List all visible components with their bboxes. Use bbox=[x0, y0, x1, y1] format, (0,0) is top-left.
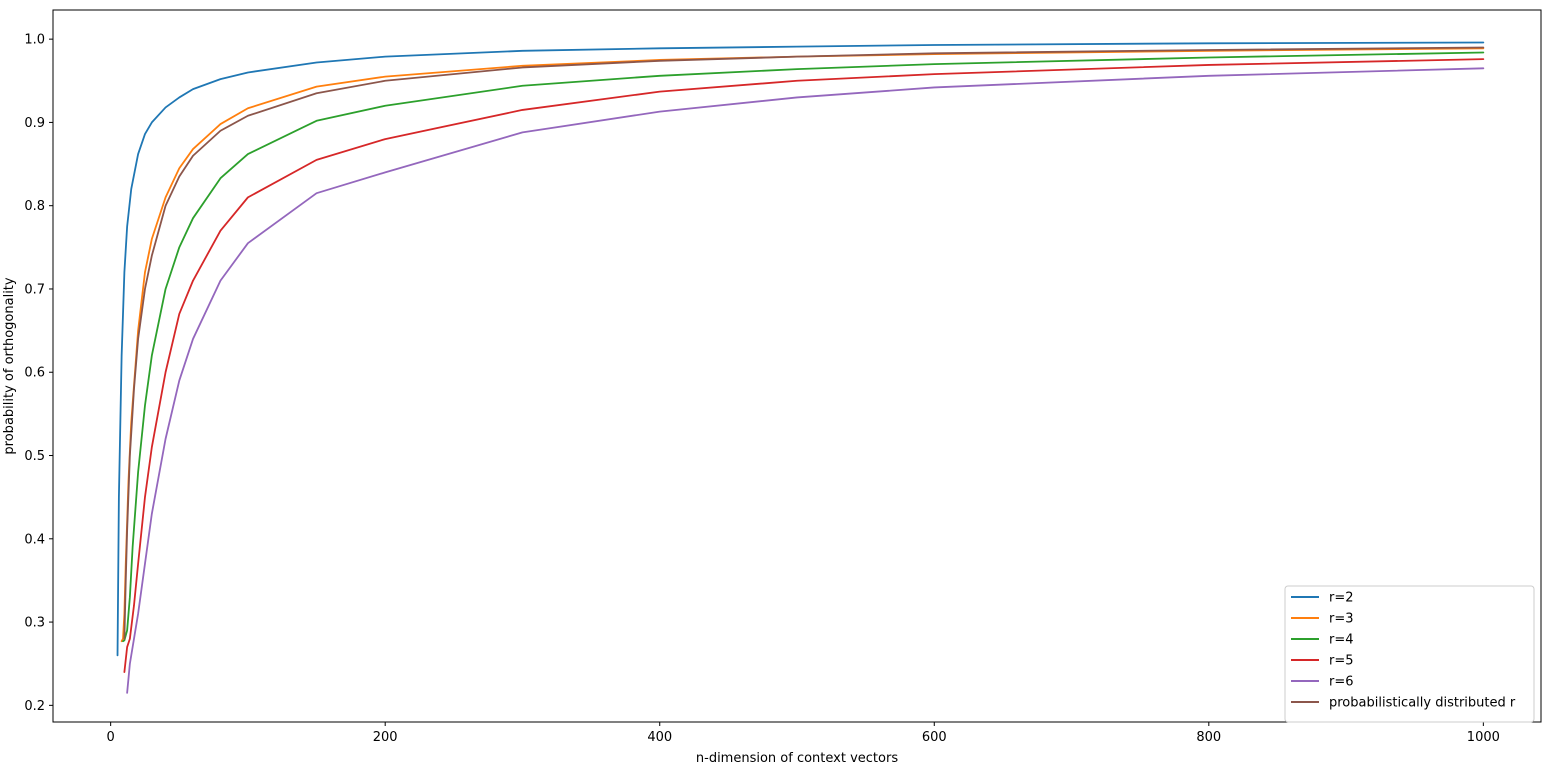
legend-entry: r=6 bbox=[1329, 675, 1354, 690]
series-line-6 bbox=[123, 46, 1485, 640]
x-tick-label: 800 bbox=[1196, 730, 1221, 745]
series-line-4 bbox=[123, 58, 1485, 673]
y-tick-label: 0.4 bbox=[24, 532, 45, 547]
series-line-5 bbox=[126, 67, 1485, 694]
y-tick-label: 0.5 bbox=[24, 449, 45, 464]
x-tick-label: 200 bbox=[373, 730, 398, 745]
y-tick-label: 0.6 bbox=[24, 366, 45, 381]
series-line-1 bbox=[116, 41, 1485, 657]
legend-box bbox=[1284, 585, 1535, 723]
y-tick-label: 0.9 bbox=[24, 116, 45, 131]
x-axis-label: n-dimension of context vectors bbox=[696, 751, 898, 766]
y-tick-label: 1.0 bbox=[24, 33, 45, 48]
y-tick-label: 0.7 bbox=[24, 282, 45, 297]
y-tick-label: 0.2 bbox=[24, 699, 45, 714]
x-tick-label: 0 bbox=[107, 730, 115, 745]
x-axis-ticks: 0 200 400 600 800 1000 bbox=[107, 722, 1500, 745]
legend-entry: r=5 bbox=[1329, 654, 1354, 669]
x-tick-label: 600 bbox=[922, 730, 947, 745]
plot-frame bbox=[52, 9, 1542, 723]
legend-entry: r=2 bbox=[1329, 591, 1354, 606]
y-axis-label: probability of orthogonality bbox=[2, 277, 17, 454]
legend: r=2 r=3 r=4 r=5 r=6 probabilistically distrib… bbox=[1284, 585, 1535, 723]
x-tick-label: 1000 bbox=[1467, 730, 1500, 745]
y-tick-label: 0.8 bbox=[24, 199, 45, 214]
y-tick-label: 0.3 bbox=[24, 616, 45, 631]
x-tick-label: 400 bbox=[647, 730, 672, 745]
y-axis-ticks: 0.2 0.3 0.4 0.5 0.6 0.7 0.8 0.9 1.0 bbox=[24, 33, 53, 714]
legend-entry: r=4 bbox=[1329, 633, 1354, 648]
legend-entry: probabilistically distributed r bbox=[1329, 696, 1516, 711]
series-line-3 bbox=[122, 51, 1485, 643]
legend-entry: r=3 bbox=[1329, 612, 1354, 627]
series-lines bbox=[116, 41, 1485, 694]
